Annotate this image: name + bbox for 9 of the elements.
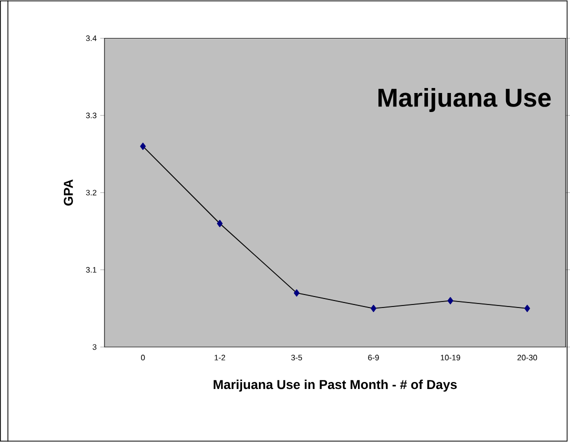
point: [294, 289, 300, 297]
text: Marijuana Use: [378, 88, 551, 112]
point: [216, 220, 223, 228]
x-axis-title: Marijuana Use in Past Month - # of Days: [214, 380, 457, 392]
point: [524, 304, 530, 312]
y-axis-title: GPA: [64, 179, 73, 206]
point: [448, 297, 454, 304]
point: [370, 304, 376, 312]
point: [140, 142, 146, 150]
